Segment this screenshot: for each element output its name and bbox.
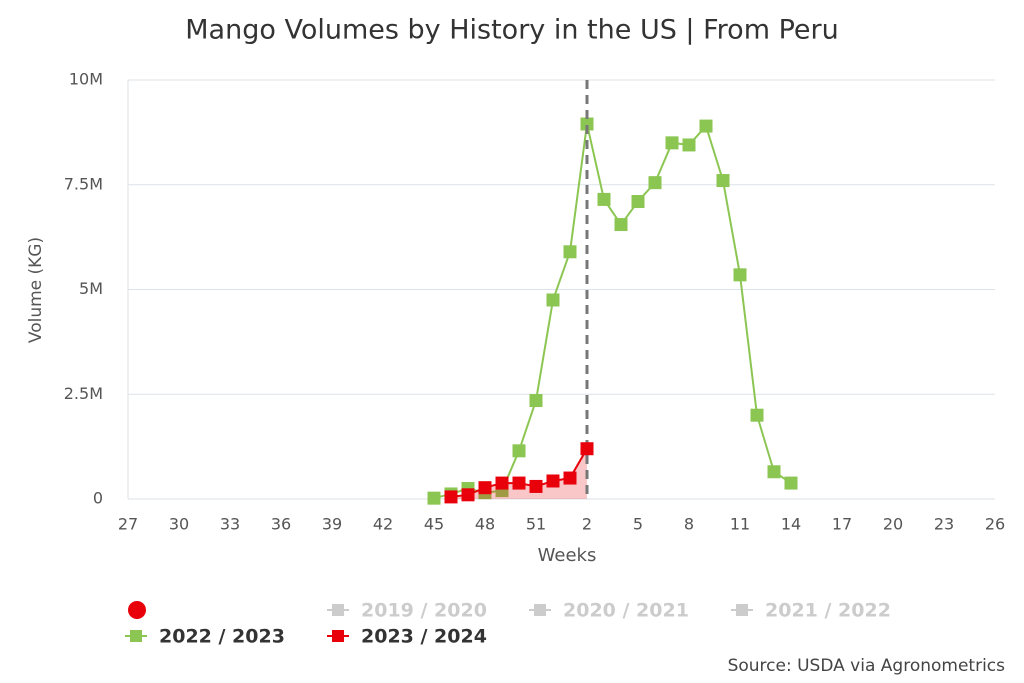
y-tick-label: 7.5M — [64, 174, 103, 193]
y-tick-label: 10M — [69, 70, 103, 89]
legend-label: 2020 / 2021 — [563, 600, 689, 622]
legend-dot — [128, 601, 146, 619]
x-tick-label: 39 — [322, 515, 342, 534]
legend-marker — [534, 604, 546, 616]
series-line — [433, 123, 792, 500]
x-tick-label: 36 — [271, 515, 291, 534]
legend-label: 2022 / 2023 — [159, 626, 285, 648]
x-tick-label: 5 — [633, 515, 643, 534]
x-tick-label: 51 — [526, 515, 546, 534]
x-tick-label: 11 — [730, 515, 750, 534]
legend-marker — [130, 630, 142, 642]
point — [427, 491, 441, 505]
x-tick-label: 23 — [934, 515, 954, 534]
x-tick-label: 2 — [582, 515, 592, 534]
point — [631, 195, 645, 209]
x-tick-label: 26 — [985, 515, 1005, 534]
point — [512, 444, 526, 458]
point — [529, 394, 543, 408]
x-tick-label: 48 — [475, 515, 495, 534]
legend-label: 2019 / 2020 — [361, 600, 487, 622]
x-tick-label: 33 — [220, 515, 240, 534]
x-tick-label: 14 — [781, 515, 801, 534]
x-tick-label: 45 — [424, 515, 444, 534]
point — [495, 476, 509, 490]
point — [478, 481, 492, 495]
point — [597, 192, 611, 206]
point — [665, 136, 679, 150]
point — [784, 476, 798, 490]
point — [580, 442, 594, 456]
point — [563, 471, 577, 485]
point — [682, 138, 696, 152]
point — [444, 490, 458, 504]
chart-title: Mango Volumes by History in the US | Fro… — [185, 15, 838, 46]
point — [716, 174, 730, 188]
y-tick-label: 0 — [93, 489, 103, 508]
x-tick-label: 42 — [373, 515, 393, 534]
y-axis-label: Volume (KG) — [26, 237, 46, 343]
x-tick-label: 8 — [684, 515, 694, 534]
point — [580, 117, 594, 131]
y-tick-label: 5M — [79, 279, 103, 298]
point — [563, 245, 577, 259]
legend-label: 2021 / 2022 — [765, 600, 891, 622]
x-tick-label: 20 — [883, 515, 903, 534]
point — [546, 293, 560, 307]
point — [614, 218, 628, 232]
point — [461, 488, 475, 502]
point — [648, 176, 662, 190]
point — [750, 408, 764, 422]
x-axis-label: Weeks — [538, 545, 597, 566]
legend-marker — [332, 630, 344, 642]
y-tick-label: 2.5M — [64, 384, 103, 403]
source: Source: USDA via Agronometrics — [728, 656, 1006, 676]
legend-marker — [332, 604, 344, 616]
legend-marker — [736, 604, 748, 616]
x-tick-label: 17 — [832, 515, 852, 534]
x-tick-label: 30 — [169, 515, 189, 534]
legend-label: 2023 / 2024 — [361, 626, 487, 648]
point — [699, 119, 713, 133]
point — [546, 474, 560, 488]
point — [512, 476, 526, 490]
point — [733, 268, 747, 282]
x-tick-label: 27 — [118, 515, 138, 534]
point — [767, 465, 781, 479]
point — [529, 479, 543, 493]
